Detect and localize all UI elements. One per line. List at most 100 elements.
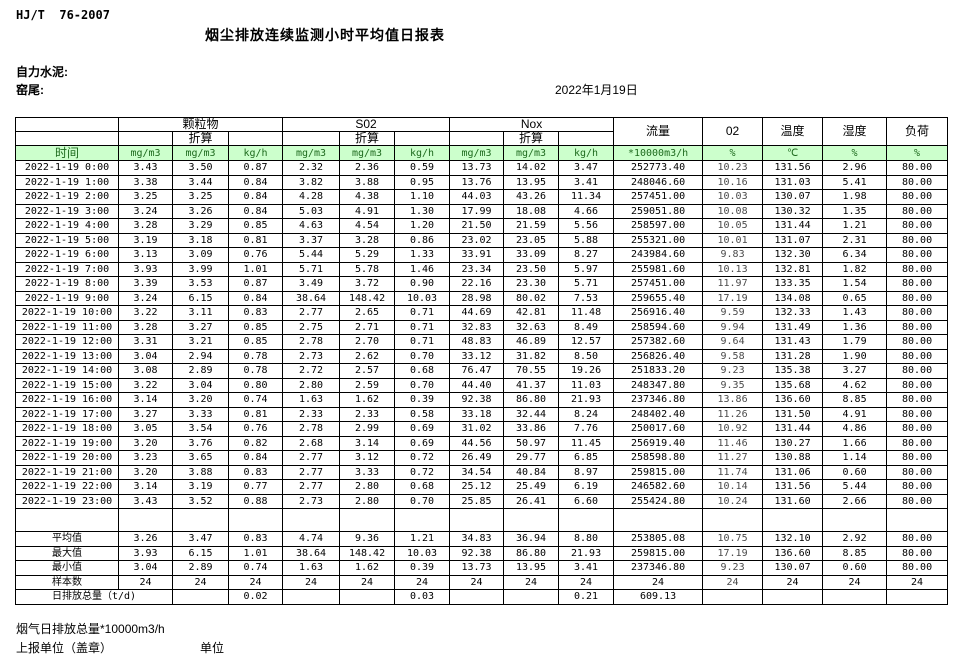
cell-pm-converted: 3.19: [172, 479, 229, 495]
summary-flow: 237346.80: [613, 560, 704, 576]
cell-nox-converted: 43.26: [503, 189, 560, 205]
summary-pm-kgh: 0.74: [227, 560, 284, 576]
summary-label: 最大值: [15, 545, 119, 561]
unit-temperature: ℃: [762, 145, 824, 161]
cell-so2-mgm3: 2.72: [282, 363, 341, 379]
summary-temperature: 132.10: [762, 531, 824, 547]
cell-so2-kgh: 0.90: [394, 276, 451, 292]
unit-so2-mgm3: mg/m3: [282, 145, 341, 161]
summary-temperature: 130.07: [762, 560, 824, 576]
cell-nox-kgh: 7.53: [558, 290, 615, 306]
cell-so2-mgm3: 2.73: [282, 493, 341, 509]
cell-temperature: 132.33: [762, 305, 824, 321]
cell-load: 80.00: [886, 450, 949, 466]
cell-so2-kgh: 1.33: [394, 247, 451, 263]
header-humidity: 湿度: [822, 117, 888, 146]
cell-load: 80.00: [886, 493, 949, 509]
summary-temperature: 24: [762, 574, 824, 590]
cell-pm-converted: 2.89: [172, 363, 229, 379]
cell-flow: 256919.40: [613, 435, 704, 451]
cell-load: 80.00: [886, 435, 949, 451]
cell-nox-converted: 32.44: [503, 406, 560, 422]
cell-time: 2022-1-19 5:00: [15, 232, 119, 248]
summary-pm-kgh: 1.01: [227, 545, 284, 561]
summary-so2-converted: 1.62: [339, 560, 396, 576]
cell-time: 2022-1-19 17:00: [15, 406, 119, 422]
summary-so2-converted: 148.42: [339, 545, 396, 561]
cell-pm-converted: 2.94: [172, 348, 229, 364]
cell-temperature: 131.03: [762, 174, 824, 190]
summary-temperature: 136.60: [762, 545, 824, 561]
header-converted-nox: 折算: [503, 131, 560, 146]
spacer-cell: [886, 508, 949, 532]
table-row: 2022-1-19 23:00 3.43 3.52 0.88 2.73 2.80 0.70 2…: [15, 493, 949, 509]
cell-so2-kgh: 0.58: [394, 406, 451, 422]
cell-nox-kgh: 19.26: [558, 363, 615, 379]
table-row: 2022-1-19 22:00 3.14 3.19 0.77 2.77 2.80 0.68 2…: [15, 479, 949, 495]
cell-so2-converted: 2.80: [339, 479, 396, 495]
cell-so2-kgh: 0.70: [394, 348, 451, 364]
cell-pm-converted: 3.27: [172, 319, 229, 335]
cell-so2-converted: 5.29: [339, 247, 396, 263]
summary-flow: 24: [613, 574, 704, 590]
cell-nox-converted: 25.49: [503, 479, 560, 495]
unit-row: 时间 mg/m3 mg/m3 kg/h mg/m3 mg/m3 kg/h mg/…: [15, 145, 949, 161]
cell-flow: 248347.80: [613, 377, 704, 393]
cell-so2-converted: 4.38: [339, 189, 396, 205]
summary-so2-kgh: 1.21: [394, 531, 451, 547]
cell-pm-kgh: 0.77: [227, 479, 284, 495]
table-row: 2022-1-19 21:00 3.20 3.88 0.83 2.77 3.33 0.72 3…: [15, 464, 949, 480]
cell-temperature: 131.28: [762, 348, 824, 364]
cell-pm-converted: 3.50: [172, 160, 229, 176]
summary-row: 样本数 24 24 24 24 24 24 24 24 24 24 24 24 24 24: [15, 574, 949, 590]
cell-nox-converted: 42.81: [503, 305, 560, 321]
header-blank: [15, 131, 119, 146]
cell-pm-mgm3: 3.13: [118, 247, 173, 263]
cell-pm-converted: 3.26: [172, 203, 229, 219]
cell-flow: 259815.00: [613, 464, 704, 480]
cell-pm-kgh: 0.87: [227, 276, 284, 292]
summary-label: 样本数: [15, 574, 119, 590]
cell-o2: 9.35: [702, 377, 764, 393]
cell-pm-converted: 6.15: [172, 290, 229, 306]
summary-load: 24: [886, 574, 949, 590]
cell-nox-kgh: 21.93: [558, 392, 615, 408]
cell-flow: 255424.80: [613, 493, 704, 509]
summary-flow: 259815.00: [613, 545, 704, 561]
cell-o2: 10.03: [702, 189, 764, 205]
cell-pm-converted: 3.54: [172, 421, 229, 437]
cell-nox-converted: 50.97: [503, 435, 560, 451]
cell-load: 80.00: [886, 479, 949, 495]
cell-so2-mgm3: 2.33: [282, 406, 341, 422]
cell-pm-mgm3: 3.05: [118, 421, 173, 437]
cell-time: 2022-1-19 2:00: [15, 189, 119, 205]
cell-load: 80.00: [886, 189, 949, 205]
cell-so2-kgh: 0.86: [394, 232, 451, 248]
cell-pm-mgm3: 3.38: [118, 174, 173, 190]
cell-humidity: 4.86: [822, 421, 888, 437]
cell-pm-mgm3: 3.14: [118, 479, 173, 495]
cell-nox-kgh: 8.49: [558, 319, 615, 335]
summary-so2-kgh: 24: [394, 574, 451, 590]
summary-nox-converted: 24: [503, 574, 560, 590]
unit-o2: %: [702, 145, 764, 161]
spacer-cell: [503, 508, 560, 532]
cell-nox-mgm3: 34.54: [449, 464, 505, 480]
cell-o2: 10.01: [702, 232, 764, 248]
cell-o2: 9.59: [702, 305, 764, 321]
cell-pm-mgm3: 3.24: [118, 203, 173, 219]
cell-nox-converted: 31.82: [503, 348, 560, 364]
cell-so2-mgm3: 3.49: [282, 276, 341, 292]
cell-o2: 17.19: [702, 290, 764, 306]
cell-nox-converted: 70.55: [503, 363, 560, 379]
unit-pm-mgm3: mg/m3: [118, 145, 173, 161]
cell-pm-converted: 3.11: [172, 305, 229, 321]
unit-so2-converted: mg/m3: [339, 145, 396, 161]
spacer-cell: [172, 508, 229, 532]
cell-flow: 248046.60: [613, 174, 704, 190]
cell-humidity: 4.91: [822, 406, 888, 422]
summary-label: 最小值: [15, 560, 119, 576]
cell-pm-kgh: 0.88: [227, 493, 284, 509]
cell-load: 80.00: [886, 290, 949, 306]
summary-row: 最大值 3.93 6.15 1.01 38.64 148.42 10.03 92.38 86.8…: [15, 545, 949, 561]
